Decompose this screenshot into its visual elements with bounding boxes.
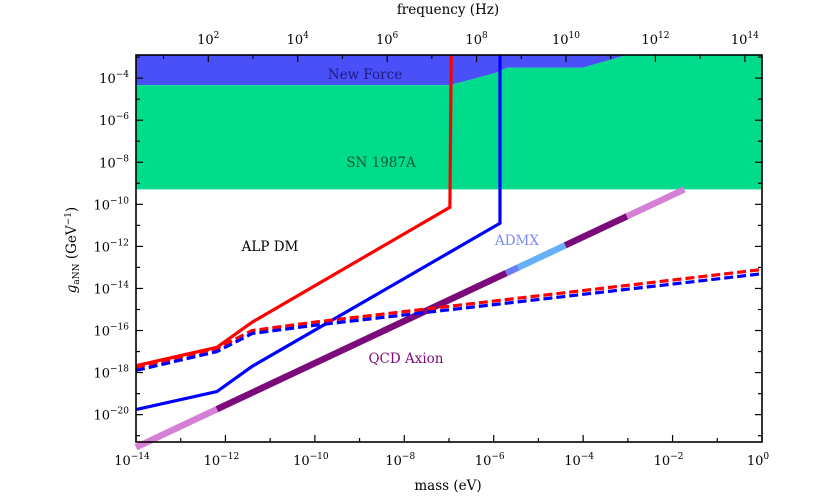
y-tick-label: 10−20 [93, 407, 129, 424]
red-dashed-curve [135, 267, 763, 369]
excluded-regions [136, 55, 762, 190]
qcd-axion-segment-3 [516, 242, 567, 271]
x2-tick-label: 104 [287, 31, 310, 48]
y-title-unit: (GeV [64, 225, 80, 263]
sn1987a-label: SN 1987A [346, 155, 416, 171]
y-title-symbol: g [64, 284, 80, 293]
new-force-region [136, 55, 627, 86]
y-tick-label: 10−18 [93, 365, 129, 382]
qcd-axion-segment-5 [625, 186, 686, 220]
x-tick-label: 10−2 [654, 452, 684, 469]
sn1987a-region [136, 55, 762, 190]
x2-tick-label: 1012 [641, 31, 669, 48]
y-tick-label: 10−8 [99, 154, 129, 171]
new-force-label: New Force [328, 67, 402, 83]
x2-tick-label: 1014 [731, 31, 759, 48]
qcd-axion-segment-4 [563, 213, 629, 249]
x-tick-label: 100 [747, 452, 770, 469]
qcd-axion-segment-2 [504, 264, 520, 277]
y-title-superscript: −1 [64, 212, 74, 225]
x-tick-label: 10−10 [293, 452, 329, 469]
y-title-close: ) [64, 207, 80, 212]
x-axis-title: mass (eV) [414, 478, 481, 494]
axis-ticks: 10−14 10−12 10−10 10−8 10−6 10−4 10−2 100 10−4 10… [93, 31, 769, 469]
qcd-axion-segment-0 [134, 406, 219, 451]
x-tick-label: 10−14 [114, 452, 150, 469]
x2-tick-label: 1010 [552, 31, 580, 48]
x-tick-label: 10−8 [385, 452, 415, 469]
alp-dm-label: ALP DM [241, 239, 299, 255]
qcd-axion-band [134, 186, 686, 451]
x-tick-label: 10−12 [204, 452, 240, 469]
qcd-axion-segment-1 [215, 270, 508, 413]
sensitivity-curves [135, 54, 763, 412]
x2-tick-label: 108 [465, 31, 488, 48]
y-title-subscript: aNN [72, 263, 82, 284]
y-tick-label: 10−4 [99, 70, 129, 87]
x2-axis-title: frequency (Hz) [397, 2, 499, 18]
blue-solid-curve [135, 55, 502, 412]
qcd-axion-label: QCD Axion [368, 351, 443, 367]
y-tick-label: 10−12 [93, 238, 129, 255]
x2-tick-label: 106 [376, 31, 399, 48]
y-tick-label: 10−6 [99, 112, 129, 129]
admx-label: ADMX [494, 233, 539, 249]
y-tick-label: 10−14 [93, 280, 129, 297]
x-tick-label: 10−4 [564, 452, 594, 469]
y-tick-label: 10−16 [93, 323, 129, 340]
x2-tick-label: 102 [197, 31, 219, 48]
y-axis-title: gaNN (GeV−1) [64, 207, 82, 293]
blue-dashed-curve [135, 272, 763, 373]
x-tick-label: 10−6 [475, 452, 505, 469]
y-tick-label: 10−10 [93, 196, 129, 213]
